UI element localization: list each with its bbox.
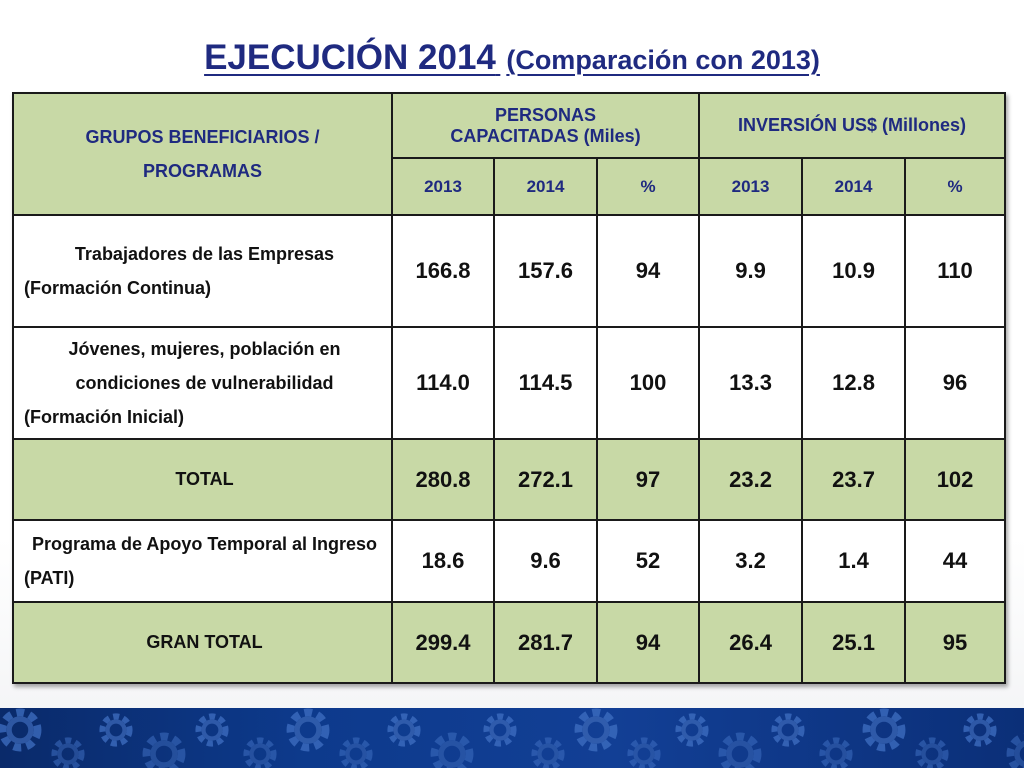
table-row: Jóvenes, mujeres, población en condicion… <box>12 326 1007 440</box>
header-year: 2014 <box>493 157 598 216</box>
header-groups-line1: GRUPOS BENEFICIARIOS / <box>85 126 320 147</box>
gear-icon <box>722 736 757 768</box>
row-label: Jóvenes, mujeres, población en condicion… <box>12 326 393 440</box>
page-title: EJECUCIÓN 2014 (Comparación con 2013) <box>0 38 1024 78</box>
execution-table: GRUPOS BENEFICIARIOS / PROGRAMAS PERSONA… <box>12 92 1007 684</box>
footer-band <box>0 708 1024 768</box>
cell-value: 110 <box>904 214 1007 328</box>
gear-icon <box>54 740 81 767</box>
gear-icon <box>918 740 945 767</box>
cell-value: 44 <box>904 519 1007 603</box>
gear-icon <box>866 712 901 747</box>
row-label: Programa de Apoyo Temporal al Ingreso (P… <box>12 519 393 603</box>
cell-value: 281.7 <box>493 601 598 684</box>
table-row: Programa de Apoyo Temporal al Ingreso (P… <box>12 519 1007 603</box>
header-year: 2013 <box>391 157 495 216</box>
header-year: 2013 <box>698 157 804 216</box>
table-row: Trabajadores de las Empresas (Formación … <box>12 214 1007 328</box>
cell-value: 94 <box>595 601 701 684</box>
title-main: EJECUCIÓN 2014 <box>204 38 496 77</box>
gear-icon <box>2 712 37 747</box>
row-label: GRAN TOTAL <box>12 601 393 684</box>
cell-value: 1.4 <box>801 519 907 603</box>
header-inversion: INVERSIÓN US$ (Millones) <box>698 92 1007 159</box>
table-row-grand-total: GRAN TOTAL 299.4 281.7 94 26.4 25.1 95 <box>12 601 1007 684</box>
cell-value: 280.8 <box>391 438 495 521</box>
cell-value: 18.6 <box>391 519 495 603</box>
cell-value: 10.9 <box>801 214 907 328</box>
cell-value: 166.8 <box>391 214 495 328</box>
gear-icon <box>342 740 369 767</box>
gear-icon <box>486 716 513 743</box>
gear-icon <box>630 740 657 767</box>
cell-value: 157.6 <box>493 214 598 328</box>
cell-value: 97 <box>595 438 701 521</box>
cell-value: 9.9 <box>698 214 804 328</box>
header-year: 2014 <box>801 157 907 216</box>
gear-icon <box>1010 736 1024 768</box>
gear-icon <box>434 736 469 768</box>
cell-value: 25.1 <box>801 601 907 684</box>
title-sub: (Comparación con 2013) <box>506 45 820 75</box>
header-personas: PERSONAS CAPACITADAS (Miles) <box>390 92 701 159</box>
cell-value: 12.8 <box>801 326 907 440</box>
cell-value: 272.1 <box>493 438 598 521</box>
gear-icon <box>774 716 801 743</box>
cell-value: 52 <box>595 519 701 603</box>
gear-icon <box>198 716 225 743</box>
gear-icon <box>966 716 993 743</box>
table-row-total: TOTAL 280.8 272.1 97 23.2 23.7 102 <box>12 438 1007 521</box>
cell-value: 100 <box>595 326 701 440</box>
header-percent: % <box>904 157 1007 216</box>
header-percent: % <box>595 157 701 216</box>
cell-value: 102 <box>904 438 1007 521</box>
row-label: TOTAL <box>12 438 393 521</box>
gear-icon <box>678 716 705 743</box>
gear-icon <box>2 712 1024 768</box>
cell-value: 23.2 <box>698 438 804 521</box>
gear-icon <box>290 712 325 747</box>
header-groups: GRUPOS BENEFICIARIOS / PROGRAMAS <box>12 92 393 216</box>
cell-value: 13.3 <box>698 326 804 440</box>
cell-value: 23.7 <box>801 438 907 521</box>
cell-value: 96 <box>904 326 1007 440</box>
cell-value: 94 <box>595 214 701 328</box>
cell-value: 114.5 <box>493 326 598 440</box>
cell-value: 114.0 <box>391 326 495 440</box>
gear-icon <box>102 716 129 743</box>
cell-value: 299.4 <box>391 601 495 684</box>
gear-icon <box>822 740 849 767</box>
cell-value: 26.4 <box>698 601 804 684</box>
gear-icon <box>534 740 561 767</box>
gear-pattern <box>0 708 1024 768</box>
cell-value: 3.2 <box>698 519 804 603</box>
cell-value: 9.6 <box>493 519 598 603</box>
gear-icon <box>578 712 613 747</box>
cell-value: 95 <box>904 601 1007 684</box>
gear-icon <box>246 740 273 767</box>
gear-icon <box>146 736 181 768</box>
gear-icon <box>390 716 417 743</box>
row-label: Trabajadores de las Empresas (Formación … <box>12 214 393 328</box>
header-groups-line2: PROGRAMAS <box>142 161 262 181</box>
